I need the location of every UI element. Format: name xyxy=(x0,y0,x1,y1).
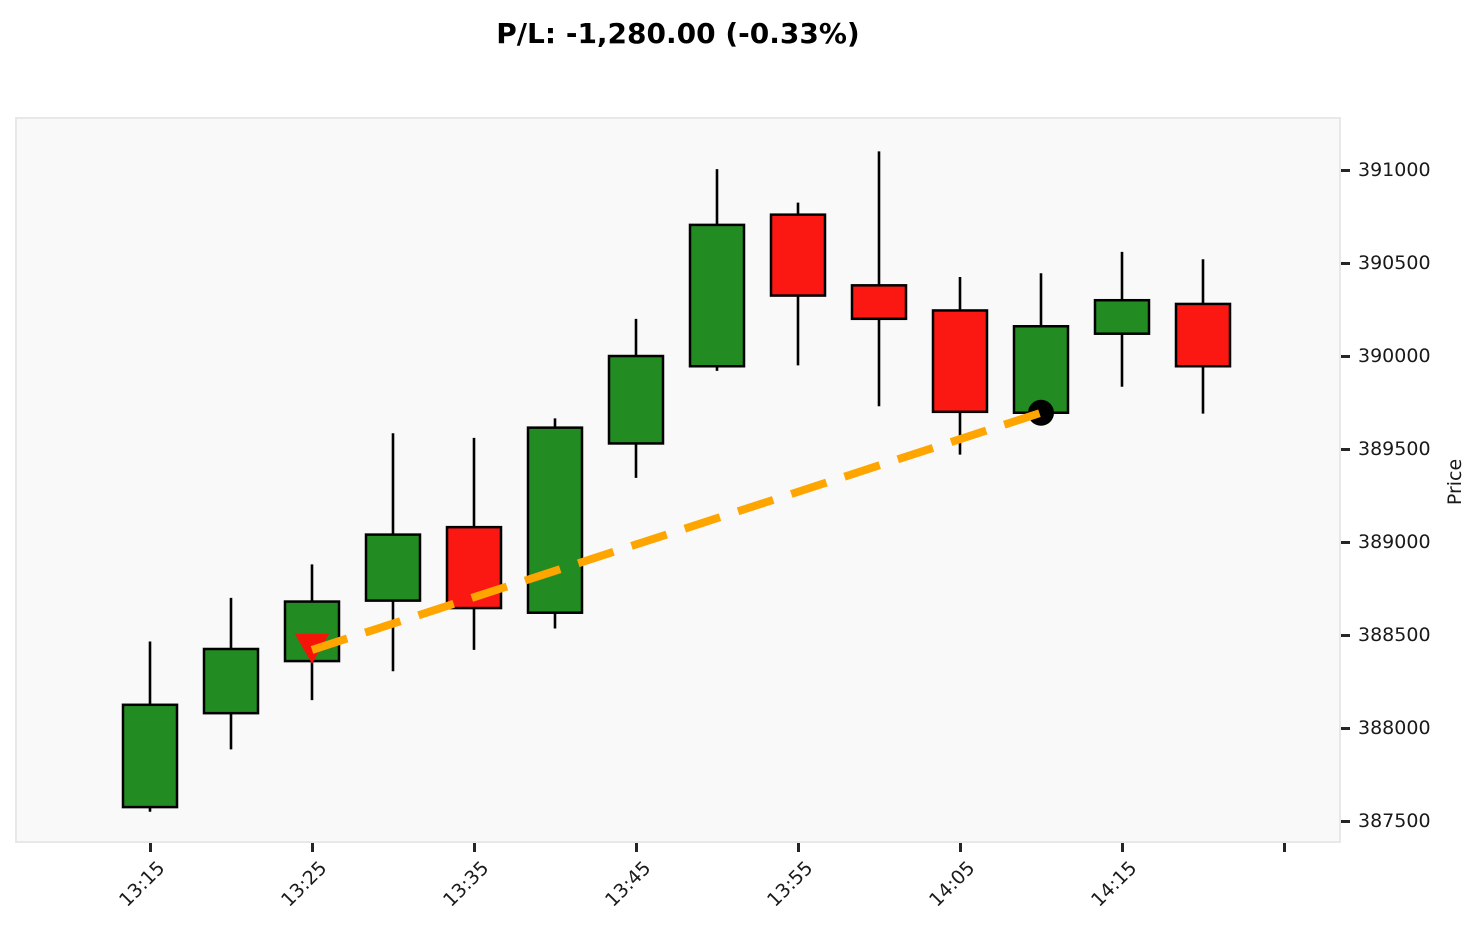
y-tick-mark xyxy=(1341,633,1350,637)
x-tick-mark xyxy=(1120,843,1124,852)
candle-body xyxy=(850,284,908,321)
x-tick-label: 13:35 xyxy=(439,857,494,912)
y-tick-mark xyxy=(1341,819,1350,823)
x-tick-label: 13:15 xyxy=(115,857,170,912)
y-tick-label: 390500 xyxy=(1358,252,1431,275)
candle-body xyxy=(121,703,179,809)
candle-body xyxy=(1093,298,1151,335)
y-axis-title: Price xyxy=(1444,458,1466,506)
candle-body xyxy=(688,223,746,368)
x-tick-mark xyxy=(958,843,962,852)
y-tick-label: 391000 xyxy=(1358,159,1431,181)
y-tick-mark xyxy=(1341,726,1350,730)
x-tick-label: 13:45 xyxy=(601,857,656,912)
candlestick-chart xyxy=(121,151,1232,812)
candle-body xyxy=(364,533,422,602)
x-tick-mark xyxy=(1282,843,1286,852)
chart-title: P/L: -1,280.00 (-0.33%) xyxy=(496,17,860,50)
candle-body xyxy=(607,354,665,445)
y-tick-label: 389500 xyxy=(1358,438,1431,461)
plot-area xyxy=(15,117,1341,843)
y-tick-label: 387500 xyxy=(1358,810,1431,833)
x-tick-label: 14:05 xyxy=(925,857,980,912)
y-tick-mark xyxy=(1341,261,1350,265)
trade-line xyxy=(310,408,1043,654)
x-tick-mark xyxy=(310,843,314,852)
x-tick-label: 14:15 xyxy=(1087,857,1142,912)
candle-body xyxy=(202,647,260,715)
x-tick-mark xyxy=(796,843,800,852)
x-tick-mark xyxy=(148,843,152,852)
x-tick-label: 13:25 xyxy=(277,857,332,912)
y-tick-label: 388500 xyxy=(1358,624,1431,647)
y-tick-label: 388000 xyxy=(1358,717,1431,740)
x-tick-mark xyxy=(634,843,638,852)
candle-body xyxy=(769,213,827,297)
exit-circle-marker xyxy=(1028,399,1054,426)
y-tick-mark xyxy=(1341,168,1350,172)
y-tick-label: 390000 xyxy=(1358,345,1431,368)
candle-body xyxy=(931,309,989,414)
x-tick-label: 13:55 xyxy=(763,857,818,912)
y-tick-label: 389000 xyxy=(1358,531,1431,554)
y-tick-mark xyxy=(1341,354,1350,358)
candle-body xyxy=(526,426,584,614)
y-tick-mark xyxy=(1341,540,1350,544)
x-tick-mark xyxy=(472,843,476,852)
candle-body xyxy=(1174,302,1232,368)
y-tick-mark xyxy=(1341,447,1350,451)
